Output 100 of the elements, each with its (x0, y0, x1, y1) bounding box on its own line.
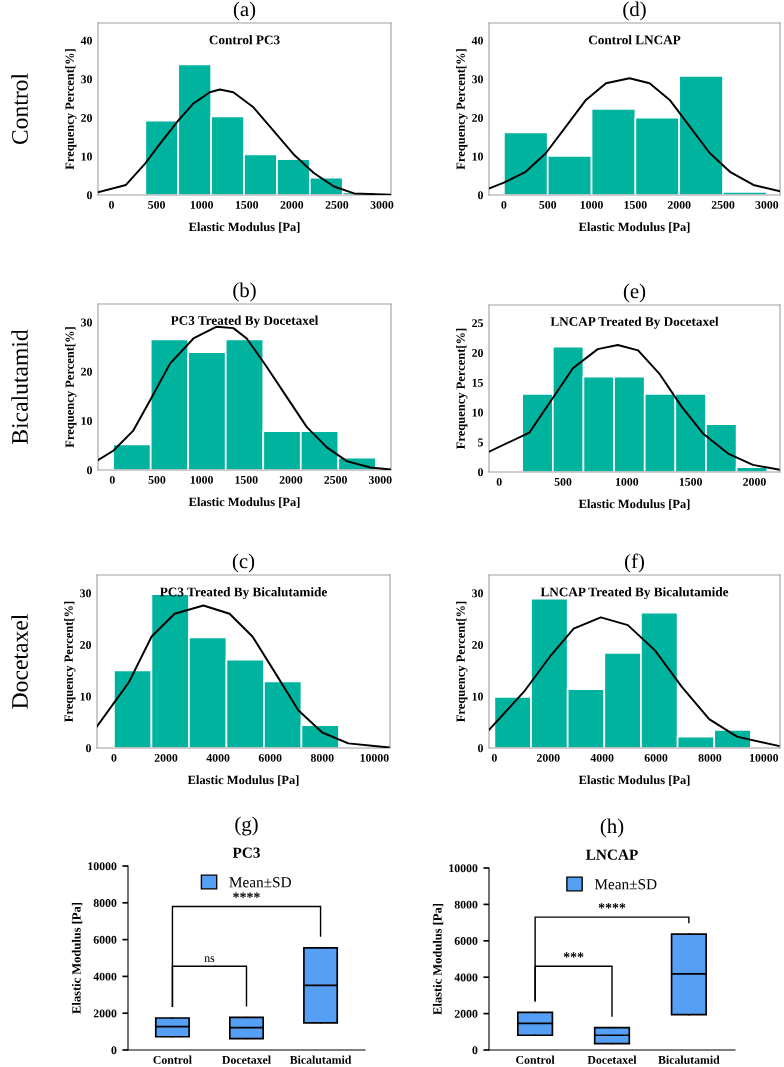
x-tick-label: 3000 (755, 200, 779, 209)
chart-subtitle: LNCAP (585, 849, 638, 860)
chart-title: (h) (600, 818, 624, 838)
x-tick-label: 10000 (750, 753, 779, 762)
y-axis-title: Elastic Modulus [Pa] (432, 904, 444, 1015)
x-axis-title: Elastic Modulus [Pa] (578, 775, 690, 786)
x-axis-title: Elastic Modulus [Pa] (578, 499, 690, 510)
annotation: **** (598, 903, 626, 909)
y-tick-label: 10 (81, 416, 92, 425)
y-tick-label: 40 (80, 36, 92, 45)
chart-subtitle: PC3 (232, 847, 260, 858)
y-tick-label: 40 (471, 36, 483, 45)
y-tick-label: 20 (81, 113, 92, 122)
y-tick-label: 0 (477, 744, 483, 753)
y-axis-title: Frequency Percent[%] (456, 49, 468, 170)
x-axis-title: Elastic Modulus [Pa] (187, 775, 299, 786)
chart-title: (g) (235, 816, 258, 836)
annotation: ns (204, 956, 215, 963)
x-tick-label: 4000 (590, 753, 614, 762)
y-tick-label: 0 (86, 466, 92, 475)
y-tick-label: 0 (86, 191, 92, 200)
chart-title: (c) (232, 553, 255, 573)
y-tick-label: 25 (472, 319, 484, 328)
x-tick-label: Bicalutamid (289, 1055, 352, 1064)
y-axis-title: Frequency Percent[%] (65, 49, 77, 170)
chart-title: (a) (233, 1, 256, 21)
chart-title: (f) (625, 553, 644, 573)
y-axis-title: Frequency Percent[%] (456, 601, 468, 722)
x-tick-label: 2000 (536, 753, 560, 762)
x-tick-label: 6000 (258, 753, 282, 762)
y-tick-label: 2000 (454, 1009, 478, 1018)
y-tick-label: 2000 (93, 1009, 117, 1018)
y-tick-label: 10000 (449, 864, 478, 873)
y-tick-label: 10 (80, 692, 91, 701)
x-tick-label: 1500 (235, 200, 259, 209)
y-tick-label: 6000 (454, 937, 478, 946)
x-tick-label: 1500 (624, 200, 647, 209)
legend-label: Mean±SD (229, 877, 291, 888)
x-tick-label: Docetaxel (587, 1055, 637, 1064)
text: PC3 Treated By Bicalutamide (159, 587, 327, 600)
y-tick-label: 30 (80, 589, 91, 598)
y-tick-label: 0 (111, 1046, 117, 1055)
x-tick-label: 500 (148, 475, 166, 484)
y-tick-label: 20 (472, 640, 483, 649)
x-tick-label: 4000 (206, 753, 230, 762)
x-tick-label: Bicalutamid (658, 1055, 720, 1064)
y-tick-label: 10 (472, 152, 483, 161)
y-tick-label: 0 (477, 191, 483, 200)
annotation: **** (233, 892, 260, 898)
y-tick-label: 4000 (454, 973, 478, 982)
y-tick-label: 8000 (93, 899, 117, 908)
chart-title: (e) (623, 283, 646, 303)
y-tick-label: 20 (472, 113, 483, 122)
y-tick-label: 15 (472, 378, 484, 387)
text: Control LNCAP (588, 35, 681, 45)
y-tick-label: 30 (472, 75, 483, 84)
x-tick-label: 2500 (711, 200, 735, 209)
y-tick-label: 5 (478, 438, 484, 447)
x-tick-label: 3000 (368, 475, 392, 484)
text: Control PC3 (209, 35, 280, 45)
y-tick-label: 30 (81, 318, 92, 327)
y-tick-label: 20 (472, 348, 483, 357)
x-tick-label: 6000 (644, 753, 668, 762)
x-tick-label: 3000 (370, 200, 394, 209)
x-tick-label: 2000 (743, 477, 766, 486)
y-tick-label: 20 (80, 640, 91, 649)
x-axis-title: Elastic Modulus [Pa] (188, 222, 300, 233)
x-tick-label: 500 (148, 200, 165, 209)
x-tick-label: 2500 (325, 200, 349, 209)
x-tick-label: 2000 (279, 475, 303, 484)
y-tick-label: 10 (81, 152, 92, 161)
y-tick-label: 10000 (88, 862, 117, 871)
x-tick-label: 8000 (310, 753, 334, 762)
x-tick-label: 500 (539, 200, 557, 209)
text: PC3 Treated By Docetaxel (170, 315, 319, 328)
x-tick-label: 1500 (235, 475, 258, 484)
x-tick-label: 0 (496, 477, 502, 486)
y-axis-title: Frequency Percent[%] (64, 601, 76, 722)
x-tick-label: 1000 (190, 200, 214, 209)
text: Control (11, 73, 28, 145)
x-axis-title: Elastic Modulus [Pa] (578, 222, 690, 233)
x-tick-label: Control (516, 1055, 555, 1064)
text: LNCAP Treated By Bicalutamide (540, 587, 729, 600)
y-tick-label: 6000 (93, 935, 117, 944)
x-tick-label: 2000 (280, 200, 304, 209)
legend-label: Mean±SD (594, 879, 657, 890)
x-tick-label: 500 (554, 477, 572, 486)
y-tick-label: 10 (472, 692, 483, 701)
y-tick-label: 4000 (93, 972, 117, 981)
x-tick-label: 0 (491, 753, 497, 762)
chart-title: (d) (623, 1, 646, 21)
x-tick-label: 10000 (360, 753, 389, 762)
x-axis-title: Elastic Modulus [Pa] (188, 497, 300, 508)
y-axis-title: Elastic Modulus [Pa] (71, 903, 83, 1014)
y-tick-label: 30 (81, 75, 92, 84)
text: LNCAP Treated By Docetaxel (550, 316, 719, 329)
y-tick-label: 30 (472, 589, 483, 598)
y-axis-title: Frequency Percent[%] (456, 328, 468, 449)
x-tick-label: 1000 (615, 477, 639, 486)
x-tick-label: 2000 (154, 753, 178, 762)
